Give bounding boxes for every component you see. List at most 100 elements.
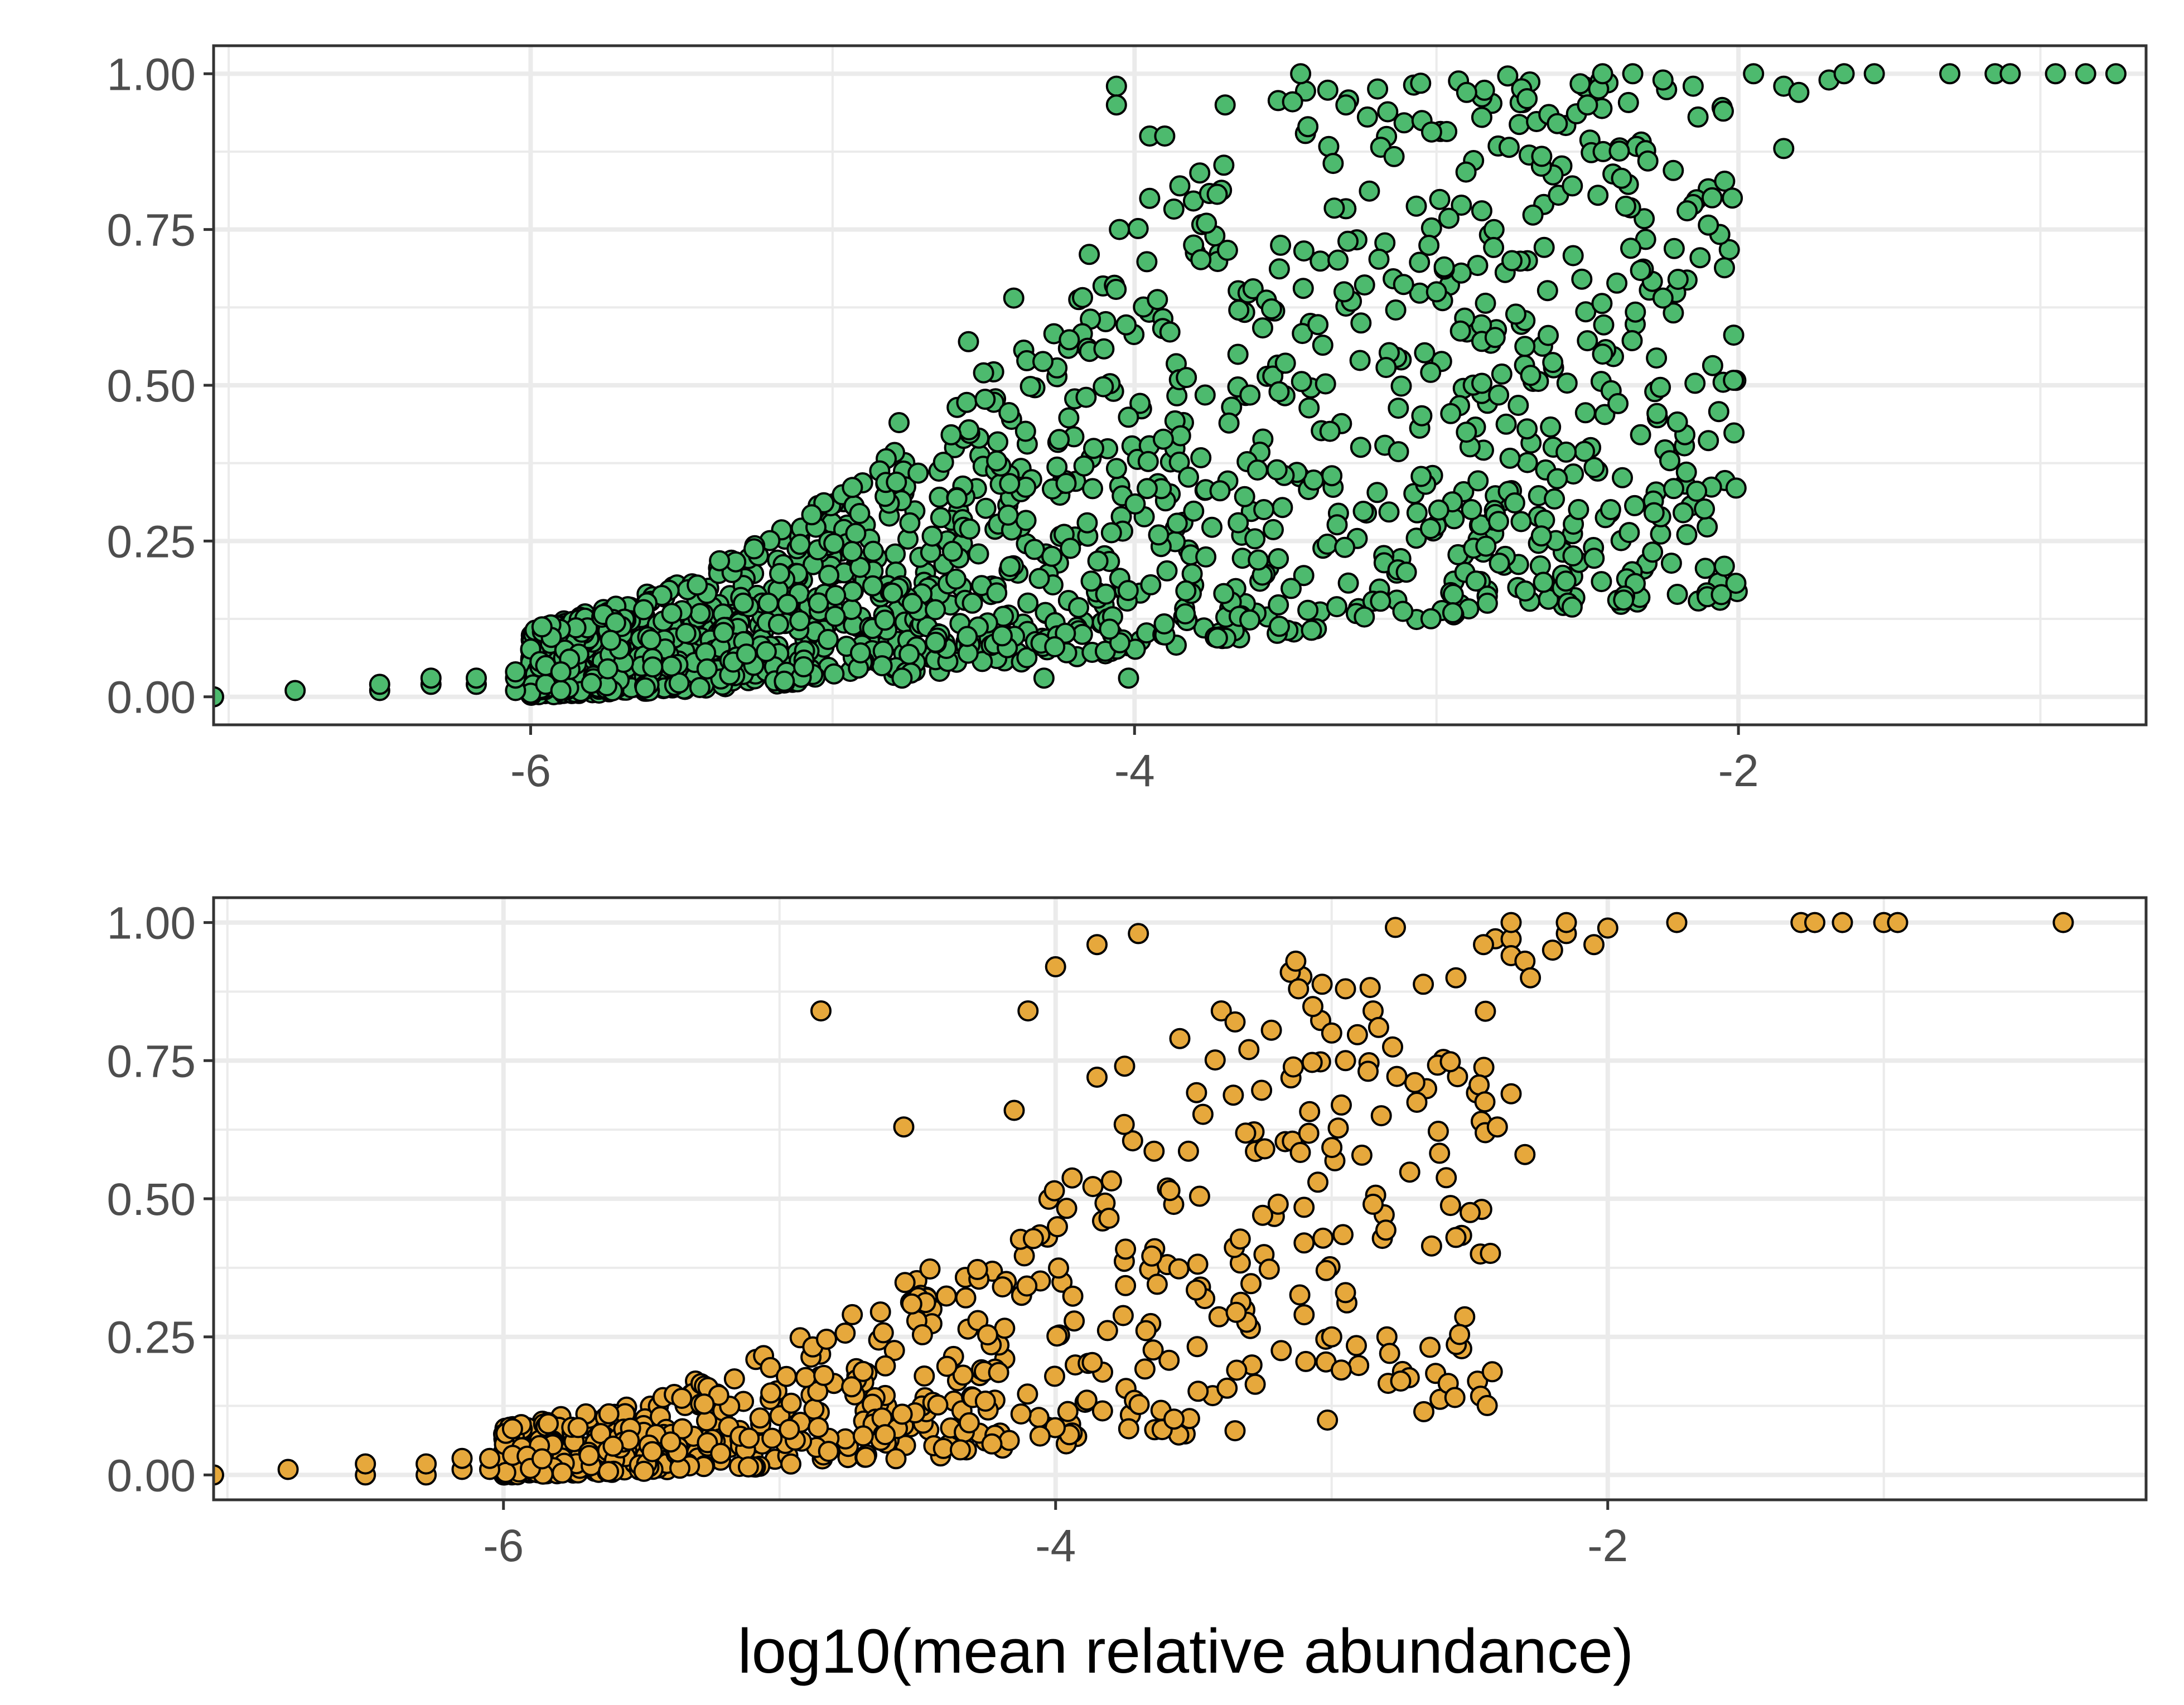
data-point bbox=[1476, 1394, 1498, 1416]
data-point bbox=[1473, 934, 1494, 956]
data-point bbox=[1169, 1028, 1191, 1049]
data-point bbox=[1621, 330, 1643, 351]
data-point bbox=[808, 592, 829, 614]
data-point bbox=[1642, 541, 1664, 563]
data-point bbox=[1420, 217, 1442, 239]
data-point bbox=[1147, 289, 1168, 311]
data-point bbox=[1368, 248, 1390, 270]
data-point bbox=[955, 1287, 977, 1309]
data-point bbox=[1134, 1358, 1156, 1380]
data-point bbox=[1592, 63, 1613, 85]
data-point bbox=[1659, 450, 1680, 472]
y-tick-label: 0.50 bbox=[107, 1174, 196, 1225]
data-point bbox=[1499, 447, 1521, 469]
data-point bbox=[1293, 1304, 1315, 1326]
data-point bbox=[1509, 114, 1530, 135]
data-point bbox=[1714, 171, 1736, 192]
data-point bbox=[932, 452, 954, 473]
data-point bbox=[1939, 63, 1961, 85]
data-point bbox=[1366, 482, 1388, 503]
data-point bbox=[1406, 1092, 1428, 1113]
data-point bbox=[1354, 606, 1375, 628]
data-point bbox=[1514, 580, 1536, 602]
data-point bbox=[1440, 403, 1462, 424]
data-point bbox=[1183, 500, 1205, 522]
data-point bbox=[1725, 477, 1747, 499]
data-point bbox=[1095, 583, 1117, 605]
data-point bbox=[1061, 1167, 1083, 1189]
data-point bbox=[1454, 1306, 1476, 1328]
data-point bbox=[941, 540, 963, 562]
data-point bbox=[1405, 195, 1427, 217]
data-point bbox=[1337, 230, 1359, 252]
data-point bbox=[1206, 183, 1228, 205]
data-point bbox=[1620, 238, 1641, 259]
data-point bbox=[774, 670, 795, 692]
data-point bbox=[1411, 405, 1433, 427]
data-point bbox=[1137, 478, 1158, 500]
data-point bbox=[1615, 195, 1636, 217]
data-point bbox=[1419, 1336, 1441, 1358]
data-point bbox=[1128, 923, 1149, 944]
data-point bbox=[1351, 1144, 1373, 1166]
data-point bbox=[1420, 361, 1442, 383]
data-point bbox=[550, 661, 572, 682]
data-point bbox=[1112, 1305, 1134, 1326]
data-point bbox=[810, 1000, 832, 1022]
data-point bbox=[1634, 208, 1655, 230]
data-point bbox=[1224, 1420, 1246, 1442]
data-point bbox=[1041, 545, 1062, 567]
data-point bbox=[1385, 917, 1406, 938]
data-point bbox=[1556, 372, 1578, 394]
data-point bbox=[1475, 1000, 1496, 1022]
data-point bbox=[1100, 522, 1122, 544]
data-point bbox=[1196, 212, 1217, 234]
data-point bbox=[1488, 384, 1510, 406]
data-point bbox=[600, 629, 621, 651]
data-point bbox=[1209, 480, 1231, 502]
data-point bbox=[1204, 1049, 1226, 1071]
data-point bbox=[1460, 1202, 1481, 1223]
data-point bbox=[1689, 247, 1711, 269]
data-point bbox=[1370, 590, 1391, 612]
data-point bbox=[1082, 1176, 1104, 1198]
data-point bbox=[1413, 973, 1434, 995]
x-axis-title: log10(mean relative abundance) bbox=[738, 1616, 1634, 1686]
data-point bbox=[1442, 602, 1463, 623]
data-point bbox=[911, 1324, 933, 1345]
data-point bbox=[1187, 1381, 1209, 1402]
data-point bbox=[709, 550, 731, 571]
data-point bbox=[1293, 240, 1315, 262]
x-tick-label: -2 bbox=[1587, 1520, 1628, 1571]
data-point bbox=[958, 419, 980, 440]
data-point bbox=[760, 1382, 782, 1404]
data-point bbox=[713, 622, 735, 643]
data-point bbox=[1587, 185, 1609, 206]
data-point bbox=[1516, 452, 1538, 473]
data-point bbox=[1331, 1094, 1352, 1116]
data-point bbox=[1334, 536, 1356, 558]
data-point bbox=[808, 1417, 829, 1438]
data-point bbox=[1141, 1245, 1163, 1267]
data-point bbox=[825, 585, 847, 606]
data-point bbox=[1388, 441, 1409, 463]
data-point bbox=[531, 616, 553, 638]
data-point bbox=[689, 677, 711, 699]
data-point bbox=[1667, 269, 1689, 290]
data-point bbox=[1442, 584, 1464, 605]
data-point bbox=[1427, 1121, 1449, 1142]
data-point bbox=[789, 610, 811, 632]
data-point bbox=[1208, 1306, 1230, 1328]
data-point bbox=[1531, 146, 1553, 167]
data-point bbox=[1514, 336, 1536, 357]
data-point bbox=[1148, 524, 1170, 546]
data-point bbox=[1218, 412, 1240, 434]
data-point bbox=[930, 507, 951, 529]
data-point bbox=[1471, 106, 1492, 128]
data-point bbox=[1456, 422, 1477, 443]
data-point bbox=[914, 1365, 935, 1387]
data-point bbox=[738, 1427, 760, 1449]
data-point bbox=[1643, 502, 1665, 524]
data-point bbox=[1698, 430, 1719, 452]
data-point bbox=[1666, 912, 1688, 933]
